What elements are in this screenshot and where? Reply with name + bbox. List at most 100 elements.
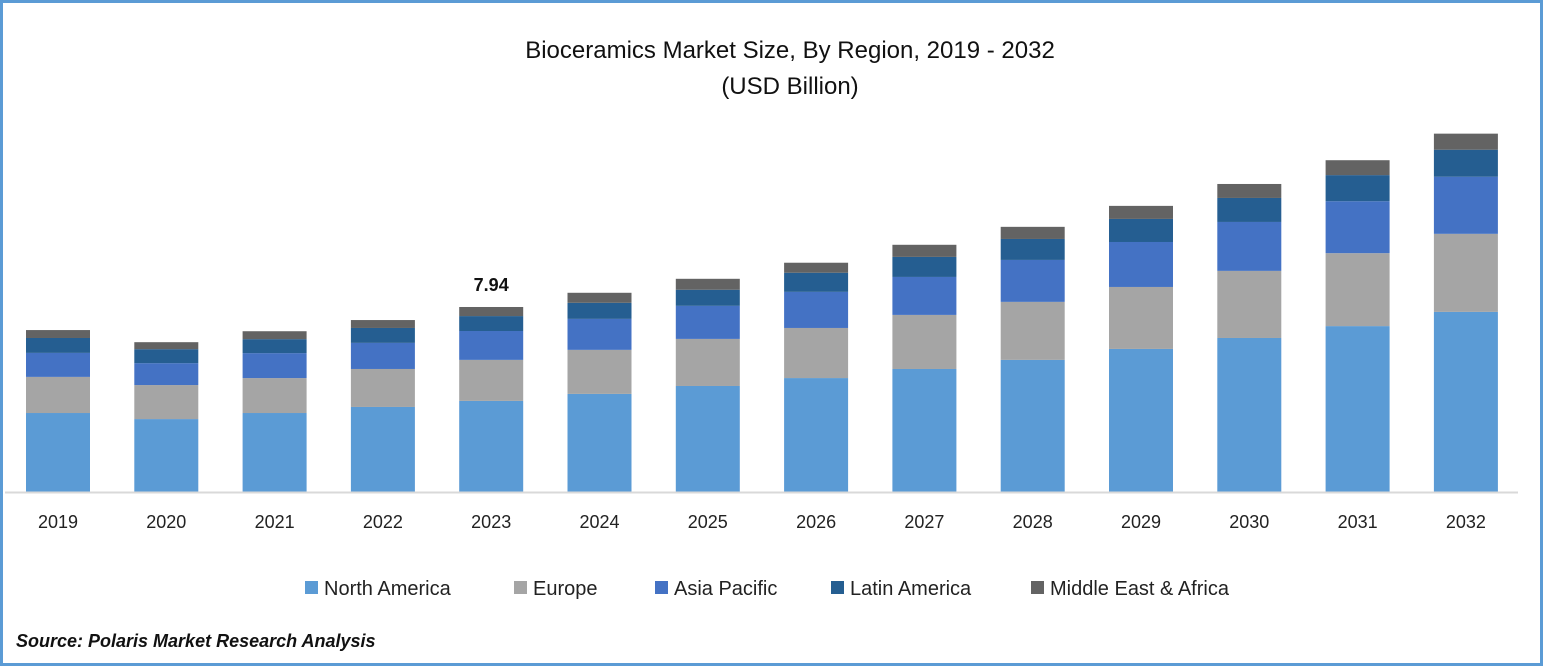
bar-segment-asia-pacific-2020 — [134, 363, 199, 386]
bar-segment-europe-2027 — [892, 314, 957, 369]
legend-label: Latin America — [850, 578, 972, 600]
data-label: 7.94 — [474, 275, 509, 295]
bar-segment-asia-pacific-2025 — [675, 305, 740, 339]
bar-segment-europe-2026 — [784, 327, 849, 379]
bar-segment-middle-east-africa-2022 — [350, 320, 415, 328]
x-tick-label: 2031 — [1338, 512, 1378, 532]
bar-segment-europe-2025 — [675, 338, 740, 386]
x-tick-label: 2027 — [904, 512, 944, 532]
bar-segment-latin-america-2031 — [1325, 175, 1390, 202]
bar-segment-europe-2021 — [242, 378, 307, 414]
chart-subtitle: (USD Billion) — [721, 73, 858, 100]
bar-segment-asia-pacific-2024 — [567, 318, 632, 350]
bar-segment-asia-pacific-2021 — [242, 353, 307, 379]
legend-swatch — [514, 581, 527, 594]
bar-segment-north-america-2027 — [892, 368, 957, 492]
bar-segment-latin-america-2024 — [567, 302, 632, 319]
bar-segment-europe-2031 — [1325, 253, 1390, 327]
x-tick-label: 2019 — [38, 512, 78, 532]
bar-segment-middle-east-africa-2032 — [1433, 133, 1498, 150]
legend-item: Europe — [514, 578, 598, 600]
legend-item: Middle East & Africa — [1031, 578, 1230, 600]
bar-segment-latin-america-2032 — [1433, 149, 1498, 177]
chart-title: Bioceramics Market Size, By Region, 2019… — [525, 37, 1055, 64]
bar-segment-north-america-2026 — [784, 378, 849, 492]
x-tick-label: 2024 — [579, 512, 619, 532]
x-tick-label: 2020 — [146, 512, 186, 532]
bar-segment-latin-america-2022 — [350, 327, 415, 343]
x-tick-label: 2022 — [363, 512, 403, 532]
bar-segment-latin-america-2029 — [1109, 218, 1173, 242]
legend-item: North America — [305, 578, 452, 600]
bar-segment-latin-america-2023 — [459, 316, 524, 331]
legend-label: Middle East & Africa — [1050, 578, 1230, 600]
bar-segment-north-america-2023 — [459, 400, 524, 492]
bar-segment-middle-east-africa-2025 — [675, 278, 740, 290]
x-tick-label: 2028 — [1013, 512, 1053, 532]
bar-segment-latin-america-2025 — [675, 289, 740, 306]
bar-segment-middle-east-africa-2028 — [1000, 226, 1065, 239]
bar-segment-europe-2024 — [567, 349, 632, 394]
bar-segment-europe-2028 — [1000, 301, 1065, 360]
bar-segment-latin-america-2028 — [1000, 238, 1065, 260]
bar-segment-middle-east-africa-2019 — [26, 330, 90, 338]
bar-segment-asia-pacific-2019 — [26, 352, 90, 377]
bar-segment-asia-pacific-2031 — [1325, 201, 1390, 254]
bar-segment-europe-2022 — [350, 368, 415, 407]
bar-segment-middle-east-africa-2031 — [1325, 160, 1390, 176]
legend-label: Europe — [533, 578, 598, 600]
bar-segment-north-america-2030 — [1217, 337, 1282, 492]
bar-segment-middle-east-africa-2024 — [567, 292, 632, 303]
bar-segment-middle-east-africa-2021 — [242, 331, 307, 340]
bar-segment-asia-pacific-2026 — [784, 291, 849, 328]
bar-segment-latin-america-2030 — [1217, 197, 1282, 222]
bar-segment-asia-pacific-2030 — [1217, 221, 1282, 271]
legend-swatch — [1031, 581, 1044, 594]
source-note: Source: Polaris Market Research Analysis — [16, 631, 376, 651]
bar-segment-europe-2019 — [26, 376, 90, 414]
bar-segment-middle-east-africa-2023 — [459, 306, 524, 317]
bar-segment-asia-pacific-2027 — [892, 276, 957, 315]
x-tick-label: 2025 — [688, 512, 728, 532]
bar-segment-north-america-2029 — [1109, 348, 1173, 492]
x-tick-label: 2023 — [471, 512, 511, 532]
bar-segment-latin-america-2021 — [242, 339, 307, 354]
legend-label: Asia Pacific — [674, 578, 777, 600]
bar-segment-europe-2020 — [134, 385, 199, 420]
bar-segment-north-america-2032 — [1433, 311, 1498, 492]
bar-segment-north-america-2021 — [242, 413, 307, 492]
x-tick-label: 2030 — [1229, 512, 1269, 532]
bar-segment-north-america-2020 — [134, 419, 199, 492]
bar-segment-middle-east-africa-2030 — [1217, 183, 1282, 198]
bar-segment-latin-america-2026 — [784, 272, 849, 292]
legend-label: North America — [324, 578, 452, 600]
legend-swatch — [655, 581, 668, 594]
legend-item: Asia Pacific — [655, 578, 777, 600]
bar-segment-middle-east-africa-2027 — [892, 244, 957, 257]
x-tick-label: 2032 — [1446, 512, 1486, 532]
x-tick-label: 2026 — [796, 512, 836, 532]
bar-segment-north-america-2019 — [26, 413, 90, 492]
bar-segment-asia-pacific-2032 — [1433, 176, 1498, 234]
legend-item: Latin America — [831, 578, 972, 600]
legend-swatch — [305, 581, 318, 594]
bar-segment-asia-pacific-2029 — [1109, 241, 1173, 287]
legend-swatch — [831, 581, 844, 594]
bar-segment-europe-2029 — [1109, 286, 1173, 349]
bar-segment-north-america-2031 — [1325, 326, 1390, 492]
bar-segment-north-america-2028 — [1000, 359, 1065, 492]
bar-segment-latin-america-2019 — [26, 337, 90, 353]
x-tick-label: 2021 — [255, 512, 295, 532]
bar-segment-latin-america-2020 — [134, 349, 199, 364]
bar-segment-north-america-2025 — [675, 385, 740, 492]
bar-segment-europe-2023 — [459, 359, 524, 401]
bar-segment-north-america-2022 — [350, 406, 415, 492]
bar-segment-middle-east-africa-2029 — [1109, 205, 1173, 219]
bar-segment-europe-2032 — [1433, 233, 1498, 312]
bar-segment-asia-pacific-2022 — [350, 342, 415, 369]
bar-segment-north-america-2024 — [567, 393, 632, 492]
bar-segment-latin-america-2027 — [892, 256, 957, 277]
bar-segment-middle-east-africa-2026 — [784, 262, 849, 273]
bar-segment-europe-2030 — [1217, 270, 1282, 338]
